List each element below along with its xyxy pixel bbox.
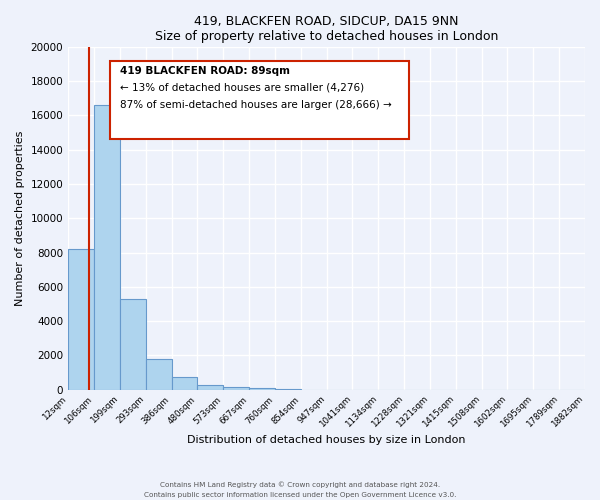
Text: Contains HM Land Registry data © Crown copyright and database right 2024.
Contai: Contains HM Land Registry data © Crown c… [144,482,456,498]
Bar [94,105,120,390]
Bar [68,249,94,390]
X-axis label: Distribution of detached houses by size in London: Distribution of detached houses by size … [187,435,466,445]
Text: ← 13% of detached houses are smaller (4,276): ← 13% of detached houses are smaller (4,… [120,83,364,93]
Text: 419 BLACKFEN ROAD: 89sqm: 419 BLACKFEN ROAD: 89sqm [120,66,290,76]
FancyBboxPatch shape [110,60,409,140]
Y-axis label: Number of detached properties: Number of detached properties [15,130,25,306]
Bar [197,384,223,390]
Bar [146,359,172,390]
Bar [275,389,301,390]
Title: 419, BLACKFEN ROAD, SIDCUP, DA15 9NN
Size of property relative to detached house: 419, BLACKFEN ROAD, SIDCUP, DA15 9NN Siz… [155,15,498,43]
Bar [172,377,197,390]
Bar [223,387,249,390]
Bar [120,299,146,390]
Bar [249,388,275,390]
Text: 87% of semi-detached houses are larger (28,666) →: 87% of semi-detached houses are larger (… [120,100,392,110]
